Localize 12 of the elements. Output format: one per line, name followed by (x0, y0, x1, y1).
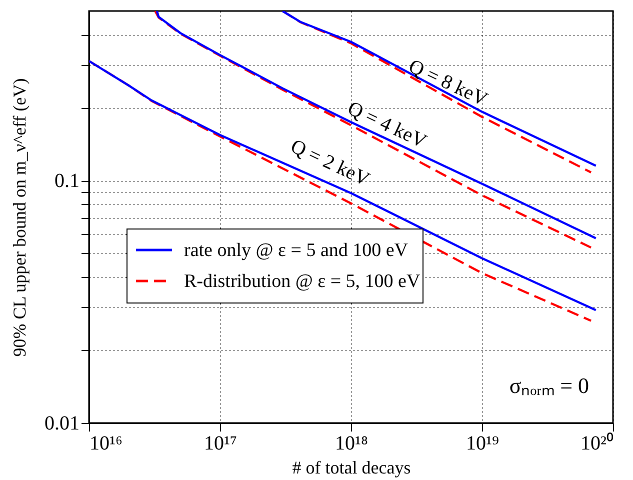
x-tick-label: 10¹⁷ (204, 432, 238, 454)
y-tick-label: 0.1 (54, 170, 80, 192)
legend-label: R-distribution @ ε = 5, 100 eV (184, 271, 420, 292)
annotation: σₙₒᵣₘ = 0 (509, 373, 589, 398)
y-tick-label: 0.01 (44, 412, 80, 434)
legend-label: rate only @ ε = 5 and 100 eV (184, 240, 408, 261)
x-axis-title: # of total decays (292, 458, 411, 478)
x-tick-label: 10¹⁸ (335, 432, 368, 454)
y-axis-title: 90% CL upper bound on m_ν^eff (eV) (10, 78, 30, 357)
x-tick-label: 10²⁰ (580, 432, 614, 454)
x-tick-label: 10¹⁹ (466, 432, 500, 454)
x-tick-label: 10¹⁶ (90, 432, 122, 454)
